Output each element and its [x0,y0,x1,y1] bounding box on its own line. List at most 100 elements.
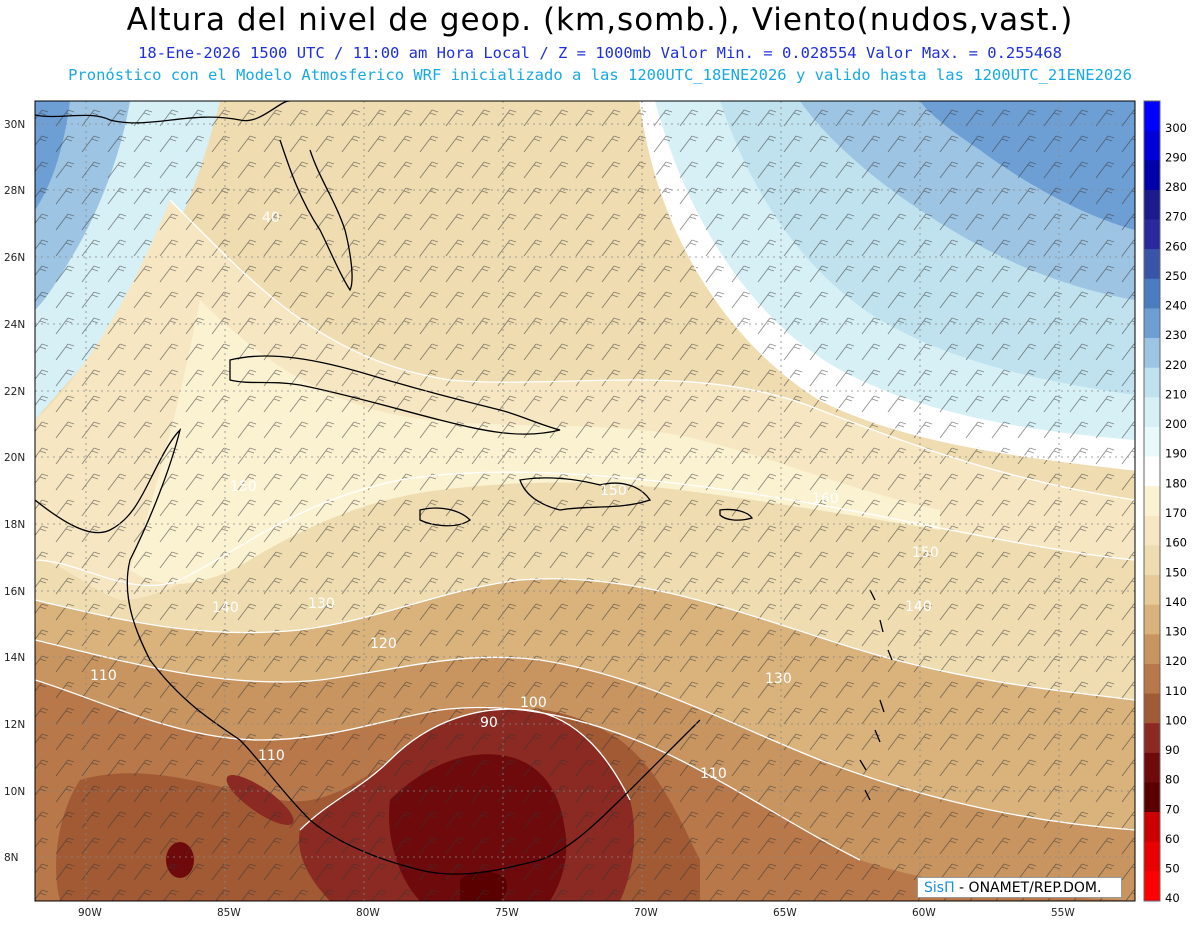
colorbar-swatch [1144,575,1160,606]
contour-label: 110 [258,748,285,764]
colorbar-label: 60 [1165,832,1180,846]
colorbar-swatch [1144,249,1160,280]
lat-label: 26N [4,252,25,264]
coastlines [35,101,893,875]
lat-label: 24N [4,319,25,331]
height-contours [35,101,1135,861]
contour-label: 110 [700,766,727,782]
colorbar-label: 70 [1165,802,1180,816]
colorbar-swatch [1144,486,1160,517]
map-frame [34,100,1136,902]
lon-label: 75W [495,907,519,919]
colorbar-label: 220 [1165,358,1187,372]
colorbar-label: 140 [1165,595,1187,609]
colorbar-label: 110 [1165,684,1187,698]
colorbar-label: 170 [1165,506,1187,520]
lon-label: 55W [1051,907,1075,919]
colorbar-swatch [1144,278,1160,309]
colorbar-label: 270 [1165,210,1187,224]
lat-label: 30N [4,119,25,131]
colorbar-swatch [1144,515,1160,546]
longitude-labels: 90W 85W 80W 75W 70W 65W 60W 55W [78,907,1075,919]
colorbar-swatch [1144,219,1160,250]
lat-label: 10N [4,786,25,798]
colorbar-label: 190 [1165,447,1187,461]
colorbar-label: 280 [1165,180,1187,194]
colorbar-swatch [1144,752,1160,783]
geopotential-shading: 40 90 100 110 110 110 120 130 130 140 14… [35,101,1135,901]
colorbar-swatch [1144,841,1160,872]
colorbar-swatch [1144,604,1160,635]
colorbar-swatch [1144,367,1160,398]
contour-label: 40 [262,210,280,226]
colorbar-swatch [1144,101,1160,132]
colorbar-label: 230 [1165,328,1187,342]
colorbar-label: 50 [1165,862,1180,876]
credit-box: SisΠ - ONAMET/REP.DOM. [917,877,1122,898]
colorbar-swatch [1144,545,1160,576]
colorbar-swatch [1144,871,1160,902]
lat-label: 14N [4,652,25,664]
contour-label: 90 [480,715,498,731]
colorbar-frame [1143,100,1161,902]
colorbar: 300 290 280 270 260 250 240 230 220 210 200 190 180 1… [1143,100,1187,905]
contour-label: 120 [370,636,397,652]
lon-label: 60W [912,907,936,919]
lat-label: 8N [4,852,19,864]
colorbar-swatch [1144,397,1160,428]
colorbar-swatch [1144,456,1160,487]
colorbar-swatch [1144,338,1160,369]
colorbar-swatch [1144,693,1160,724]
colorbar-label: 150 [1165,565,1187,579]
latitude-labels: 30N 28N 26N 24N 22N 20N 18N 16N 14N 12N … [4,119,25,864]
contour-label: 140 [212,600,239,616]
colorbar-swatch [1144,663,1160,695]
lon-label: 65W [773,907,797,919]
colorbar-label: 240 [1165,299,1187,313]
colorbar-label: 300 [1165,121,1187,135]
colorbar-swatch [1144,308,1160,339]
lon-label: 80W [356,907,380,919]
colorbar-label: 100 [1165,713,1187,727]
colorbar-label: 120 [1165,654,1187,668]
lon-label: 90W [78,907,102,919]
lat-label: 16N [4,586,25,598]
colorbar-swatch [1144,189,1160,221]
colorbar-label: 250 [1165,269,1187,283]
lat-label: 20N [4,452,25,464]
colorbar-swatch [1144,634,1160,665]
contour-label: 150 [912,545,939,561]
colorbar-swatch [1144,812,1160,843]
colorbar-label: 90 [1165,743,1180,757]
contour-label: 110 [90,668,117,684]
lat-label: 12N [4,719,25,731]
colorbar-label: 180 [1165,476,1187,490]
colorbar-label: 40 [1165,891,1180,905]
lat-label: 22N [4,386,25,398]
credit-org: - ONAMET/REP.DOM. [954,880,1102,896]
colorbar-swatch [1144,160,1160,191]
colorbar-label: 200 [1165,417,1187,431]
lon-label: 70W [634,907,658,919]
colorbar-label: 260 [1165,239,1187,253]
lat-label: 18N [4,519,25,531]
map-gridlines [35,101,1135,901]
colorbar-label: 160 [1165,536,1187,550]
contour-label: 130 [765,671,792,687]
colorbar-swatch [1144,426,1160,458]
sispi-logo-text: SisΠ [924,880,955,896]
colorbar-label: 210 [1165,387,1187,401]
colorbar-label: 290 [1165,150,1187,164]
contour-label: 150 [230,479,257,495]
colorbar-label: 80 [1165,773,1180,787]
contour-label: 150 [600,483,627,499]
contour-label: 160 [812,491,839,507]
map-title: Altura del nivel de geop. (km,somb.), Vi… [126,2,1074,38]
contour-value-labels: 40 90 100 110 110 110 120 130 130 140 14… [90,210,939,782]
map-subtitle-valid-time: 18-Ene-2026 1500 UTC / 11:00 am Hora Loc… [138,44,1062,62]
lat-label: 28N [4,185,25,197]
colorbar-swatch [1144,130,1160,161]
colorbar-label: 130 [1165,625,1187,639]
colorbar-swatch [1144,782,1160,813]
